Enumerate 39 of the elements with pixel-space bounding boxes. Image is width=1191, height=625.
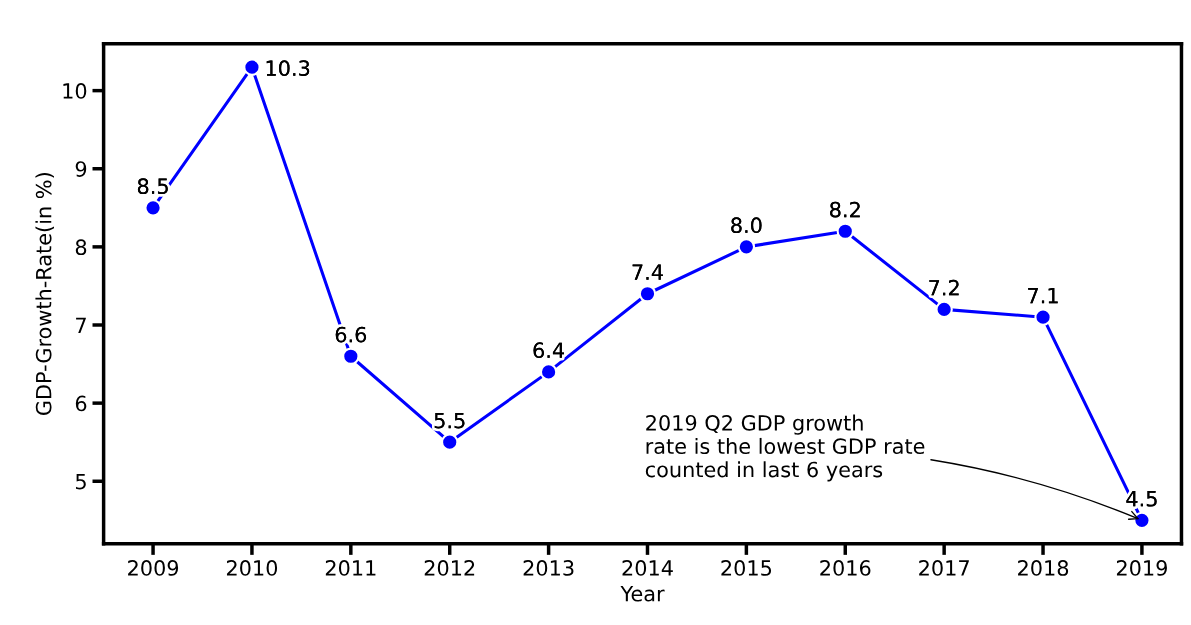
x-axis-title: Year [620,586,665,602]
y-tick-label: 7 [76,317,86,333]
text: 6.4 [533,342,564,359]
x-tick-label: 2018 [1018,560,1069,576]
text: 8.2 [830,201,860,218]
text: 7.2 [929,279,959,296]
x-tick-label: 2019 [1116,560,1167,576]
point [1034,308,1052,326]
text: 7.4 [632,264,663,280]
x-tick-label: 2017 [919,560,969,576]
point [737,238,756,256]
x-tick-label: 2015 [721,560,772,576]
point [1133,511,1151,529]
point [144,199,162,217]
x-tick-label: 2009 [128,560,179,576]
y-axis-title: GDP-Growth-Rate(in %) [35,173,54,416]
x-tick-label: 2014 [622,560,673,576]
text: 10.3 [266,60,310,77]
point [441,433,459,451]
y-tick-label: 6 [75,395,87,412]
y-tick-label: 5 [76,473,86,490]
x-tick-label: 2012 [424,560,475,576]
x-tick-label: 2010 [226,560,278,576]
x-tick-label: 2013 [523,560,574,576]
text: 8.0 [731,217,762,234]
x-tick-label: 2011 [325,560,376,576]
point [836,222,854,240]
annotation: 2019 Q2 GDP growth rate is the lowest GDP rate counted in last 6 years [645,414,925,482]
text: 7.1 [1028,287,1058,304]
y-tick-label: 8 [75,239,87,256]
text: 5.5 [434,412,465,429]
text: 8.5 [137,178,168,195]
point [539,363,558,381]
y-tick-label: 9 [75,161,87,177]
point [342,347,360,365]
x-tick-label: 2016 [820,560,871,576]
point [638,285,657,303]
point [243,58,261,76]
y-tick-label: 10 [63,83,87,99]
